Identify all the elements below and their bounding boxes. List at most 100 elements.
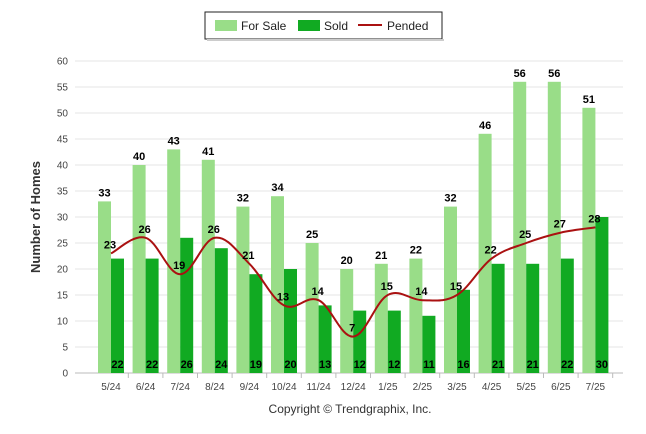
- pended-value-label: 15: [450, 281, 462, 293]
- bar-for-sale: [236, 206, 250, 373]
- x-tick-label: 5/24: [101, 382, 121, 393]
- bar-for-sale: [374, 263, 388, 373]
- bar-sold: [353, 310, 367, 373]
- y-tick-label: 10: [57, 317, 69, 328]
- bar-sold: [560, 258, 574, 373]
- x-tick-label: 11/24: [306, 382, 331, 393]
- bar-sold: [111, 258, 124, 373]
- legend-swatch-sold: [298, 20, 320, 31]
- legend-swatch-for-sale: [215, 20, 237, 31]
- sold-value-label: 26: [181, 359, 193, 371]
- sold-value-label: 12: [388, 359, 400, 371]
- pended-value-label: 25: [519, 229, 531, 241]
- sold-value-label: 16: [457, 359, 469, 371]
- for-sale-value-label: 25: [306, 229, 318, 241]
- y-tick-label: 25: [57, 239, 69, 250]
- pended-value-label: 7: [349, 323, 355, 335]
- bar-for-sale: [409, 258, 423, 373]
- axes: 0 5 10 15 20 25 30 35 40 45 50 55 60 5/24 6/24 7/24 8/24…: [57, 57, 614, 393]
- for-sale-value-label: 20: [341, 255, 353, 267]
- y-tick-label: 45: [57, 135, 69, 146]
- y-tick-label: 55: [57, 83, 69, 94]
- x-tick-label: 7/25: [586, 382, 606, 393]
- copyright-credit: Copyright © Trendgraphix, Inc.: [269, 402, 432, 416]
- for-sale-value-label: 32: [237, 193, 249, 205]
- bar-for-sale: [444, 206, 457, 373]
- x-tick-label: 5/25: [516, 382, 536, 393]
- bar-sold: [526, 263, 540, 373]
- sold-value-label: 12: [354, 359, 366, 371]
- y-tick-label: 40: [57, 161, 69, 172]
- pended-value-label: 27: [554, 219, 566, 231]
- legend: For Sale Sold Pended: [204, 11, 444, 41]
- sold-value-label: 22: [561, 359, 573, 371]
- bar-for-sale: [513, 81, 527, 374]
- y-tick-label: 30: [57, 213, 69, 224]
- pended-line: [110, 226, 596, 338]
- pended-value-label: 28: [588, 213, 600, 225]
- bar-sold: [284, 269, 297, 373]
- x-tick-label: 6/24: [136, 382, 156, 393]
- bar-sold: [145, 258, 159, 373]
- bar-for-sale: [271, 196, 284, 373]
- legend-shadow: [207, 39, 444, 41]
- x-tick-label: 12/24: [341, 382, 366, 393]
- for-sale-value-label: 46: [479, 120, 491, 132]
- bar-for-sale: [167, 149, 181, 373]
- pended-line-layer: [110, 226, 596, 338]
- bar-sold: [249, 274, 263, 373]
- pended-value-label: 26: [138, 224, 150, 236]
- pended-value-label: 21: [242, 250, 254, 262]
- y-tick-label: 50: [57, 109, 69, 120]
- bar-for-sale: [305, 243, 319, 373]
- y-tick-label: 60: [57, 57, 69, 68]
- pended-value-label: 13: [277, 291, 289, 303]
- sold-value-label: 13: [319, 359, 331, 371]
- bars: [98, 81, 609, 374]
- for-sale-value-label: 33: [98, 187, 110, 199]
- bar-sold: [214, 248, 228, 373]
- x-tick-label: 8/24: [205, 382, 225, 393]
- legend-label-pended: Pended: [387, 19, 428, 33]
- pended-value-label: 14: [415, 286, 428, 298]
- bar-for-sale: [201, 159, 215, 373]
- x-tick-label: 10/24: [271, 382, 296, 393]
- bar-sold: [318, 305, 332, 373]
- bar-sold: [595, 217, 609, 373]
- x-tick-label: 6/25: [551, 382, 571, 393]
- pended-value-label: 19: [173, 260, 185, 272]
- pended-value-label: 23: [104, 239, 116, 251]
- sold-value-label: 22: [111, 359, 123, 371]
- bar-for-sale: [478, 133, 492, 373]
- sold-value-label: 24: [215, 359, 228, 371]
- legend-label-sold: Sold: [324, 19, 348, 33]
- bar-sold: [457, 289, 470, 373]
- pended-value-label: 15: [381, 281, 393, 293]
- pended-value-label: 26: [208, 224, 220, 236]
- legend-label-for-sale: For Sale: [241, 19, 287, 33]
- bar-for-sale: [132, 165, 146, 373]
- bar-for-sale: [340, 269, 354, 373]
- pended-value-label: 22: [484, 245, 496, 257]
- y-tick-label: 5: [62, 343, 68, 354]
- bar-sold: [422, 315, 436, 373]
- bar-for-sale: [547, 81, 561, 374]
- sold-value-label: 21: [527, 359, 539, 371]
- x-tick-label: 4/25: [482, 382, 502, 393]
- for-sale-value-label: 51: [583, 94, 595, 106]
- sold-value-label: 30: [596, 359, 608, 371]
- for-sale-value-label: 21: [375, 250, 387, 262]
- sold-value-label: 20: [284, 359, 296, 371]
- for-sale-value-label: 43: [168, 135, 180, 147]
- legend-box: [204, 11, 443, 40]
- for-sale-value-label: 56: [548, 68, 560, 80]
- y-tick-label: 35: [57, 187, 69, 198]
- bar-sold: [387, 310, 401, 373]
- y-tick-label: 20: [57, 265, 69, 276]
- for-sale-value-label: 34: [271, 182, 284, 194]
- y-tick-label: 15: [57, 291, 69, 302]
- sold-value-label: 22: [146, 359, 158, 371]
- bar-for-sale: [98, 201, 111, 373]
